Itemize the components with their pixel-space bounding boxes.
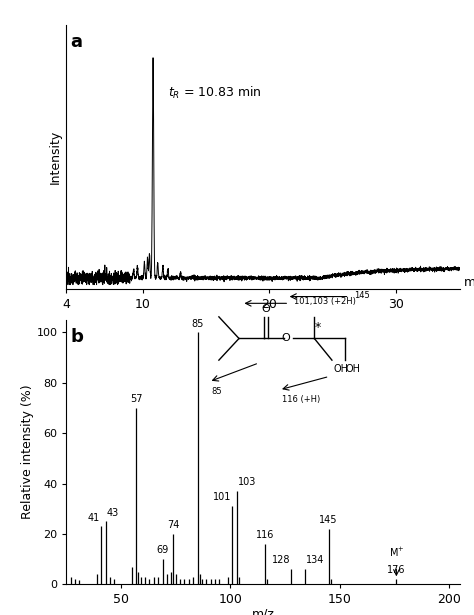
Text: 176: 176 <box>387 565 406 576</box>
Text: 74: 74 <box>167 520 180 530</box>
Text: O: O <box>281 333 290 344</box>
Text: 85: 85 <box>191 319 204 328</box>
Text: 116 (+H): 116 (+H) <box>282 395 320 404</box>
Text: 101: 101 <box>213 493 231 502</box>
Text: b: b <box>70 328 83 346</box>
Text: 43: 43 <box>107 507 119 517</box>
Text: OH: OH <box>346 364 361 374</box>
Text: 103: 103 <box>238 477 256 487</box>
Text: 116: 116 <box>256 530 274 540</box>
Y-axis label: Relative intensity (%): Relative intensity (%) <box>20 385 34 519</box>
Text: 101,103 (+2H): 101,103 (+2H) <box>294 298 356 306</box>
Text: $t_R$ = 10.83 min: $t_R$ = 10.83 min <box>168 85 262 101</box>
Text: OH: OH <box>333 364 348 374</box>
Text: 128: 128 <box>272 555 291 565</box>
Y-axis label: Intensity: Intensity <box>49 130 62 184</box>
Text: 69: 69 <box>156 546 169 555</box>
Text: a: a <box>70 33 82 50</box>
Text: 41: 41 <box>88 512 100 523</box>
Text: 134: 134 <box>306 555 324 565</box>
Text: 85: 85 <box>211 387 222 396</box>
X-axis label: m/z: m/z <box>252 608 274 615</box>
Text: min: min <box>464 276 474 289</box>
Text: 145: 145 <box>355 291 370 300</box>
Text: 57: 57 <box>130 394 143 404</box>
Text: 145: 145 <box>319 515 338 525</box>
Text: M$^{+}$: M$^{+}$ <box>389 546 404 559</box>
Text: O: O <box>262 304 270 314</box>
Text: *: * <box>315 322 321 335</box>
